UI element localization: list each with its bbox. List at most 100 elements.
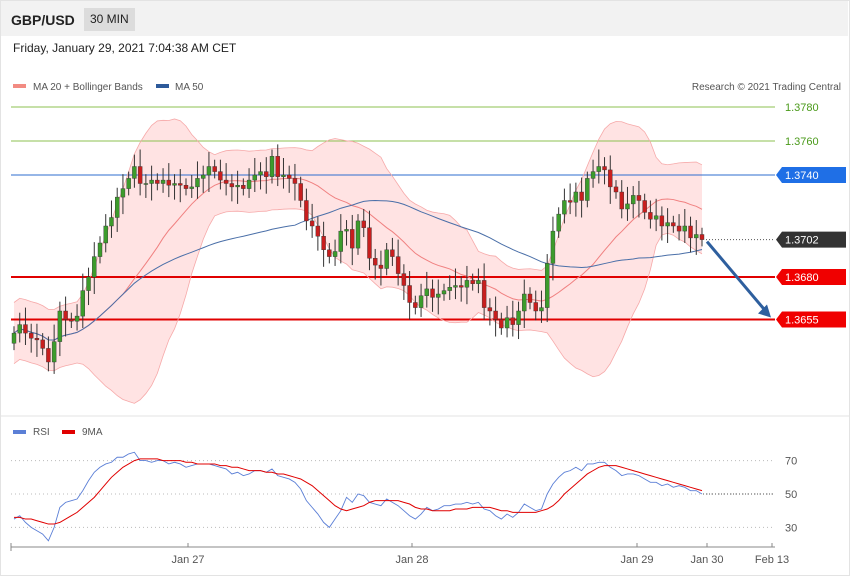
- candle-body: [86, 276, 91, 291]
- candle: [229, 174, 235, 202]
- candle: [17, 312, 22, 343]
- x-tick-label: Jan 29: [620, 554, 653, 566]
- candle-body: [321, 235, 326, 250]
- candle-body: [539, 307, 544, 312]
- candle-body: [51, 341, 57, 363]
- candle: [315, 216, 321, 251]
- candle: [264, 157, 269, 194]
- candle: [407, 271, 412, 320]
- candle-body: [613, 186, 619, 193]
- x-tick-label: Feb 13: [755, 554, 789, 566]
- candle: [114, 187, 120, 232]
- candle-body: [126, 178, 131, 189]
- candle: [430, 279, 435, 312]
- level-label-1.3655: 1.3655: [785, 315, 819, 327]
- candle: [499, 312, 504, 335]
- candle-body: [298, 183, 303, 201]
- candle-body: [476, 280, 481, 284]
- candle-body: [344, 229, 349, 232]
- candle-body: [522, 293, 527, 312]
- candle: [413, 295, 418, 315]
- level-labels: 1.3780 1.3760 1.3740 1.3702 1.3680 1.3655: [776, 102, 846, 328]
- candle-body: [567, 200, 573, 203]
- candle-body: [481, 280, 487, 308]
- candle: [418, 283, 424, 317]
- candle: [63, 296, 68, 337]
- candle: [608, 155, 613, 204]
- candle: [648, 200, 653, 229]
- candle-body: [424, 288, 429, 296]
- candle: [545, 254, 550, 323]
- candle: [46, 336, 51, 372]
- candle: [92, 242, 97, 294]
- candle: [155, 173, 160, 191]
- candle: [172, 174, 177, 200]
- level-label-1.3780: 1.3780: [785, 102, 819, 114]
- candle: [166, 163, 172, 198]
- candle: [487, 298, 493, 326]
- candle: [132, 154, 137, 188]
- candle: [355, 214, 361, 255]
- candle-body: [143, 183, 149, 185]
- candle: [40, 333, 45, 356]
- candle: [344, 220, 349, 246]
- candle-body: [533, 302, 538, 312]
- candle-body: [252, 174, 258, 181]
- candle: [97, 236, 103, 264]
- candle-body: [648, 212, 653, 220]
- candle: [590, 159, 596, 188]
- candle-body: [608, 169, 613, 188]
- candle-body: [694, 234, 699, 239]
- legend-rsi-swatch: [13, 430, 26, 434]
- candle: [212, 159, 217, 179]
- candle: [281, 158, 286, 189]
- candle: [613, 180, 619, 199]
- symbol-label: GBP/USD: [11, 12, 75, 28]
- candle-body: [200, 174, 206, 179]
- candle: [625, 186, 630, 221]
- rsi-panel: 70 50 30: [11, 451, 797, 542]
- level-tag-1.3702: [776, 231, 846, 248]
- candle: [665, 208, 670, 243]
- candle-body: [470, 280, 475, 284]
- candle-body: [189, 186, 194, 189]
- candle-body: [527, 293, 533, 303]
- level-label-1.3680: 1.3680: [785, 272, 819, 284]
- candle-body: [367, 227, 372, 259]
- candle: [51, 324, 57, 374]
- candle: [527, 287, 533, 310]
- x-axis-ticks: Jan 27 Jan 28 Jan 29 Jan 30 Feb 13: [10, 543, 789, 566]
- candle-body: [573, 191, 579, 203]
- candle-body: [459, 285, 464, 288]
- candles: [11, 144, 705, 374]
- timeframe-badge[interactable]: 30 MIN: [84, 8, 135, 31]
- candle: [143, 174, 149, 198]
- candle: [223, 163, 229, 196]
- candle: [510, 300, 515, 337]
- candle-body: [395, 256, 401, 274]
- candle-body: [137, 166, 143, 184]
- candle-body: [361, 220, 366, 228]
- candle: [464, 265, 470, 305]
- level-label-1.3702: 1.3702: [785, 235, 819, 247]
- candle-body: [332, 251, 338, 257]
- candle-body: [625, 203, 630, 210]
- candle-body: [57, 310, 63, 342]
- candle-body: [287, 174, 292, 179]
- candle: [562, 188, 567, 224]
- candle-body: [671, 222, 676, 227]
- candle: [183, 178, 189, 196]
- candle: [332, 239, 338, 266]
- ma20-line: [13, 177, 703, 341]
- candle: [361, 209, 366, 238]
- candle-body: [264, 171, 269, 177]
- candle: [338, 214, 343, 264]
- candle: [34, 323, 40, 357]
- candle-body: [92, 256, 97, 278]
- candle: [619, 180, 624, 219]
- candle: [292, 163, 298, 201]
- candle: [476, 268, 481, 294]
- candle-body: [688, 225, 693, 239]
- candle-body: [619, 191, 624, 210]
- candle-body: [653, 215, 659, 220]
